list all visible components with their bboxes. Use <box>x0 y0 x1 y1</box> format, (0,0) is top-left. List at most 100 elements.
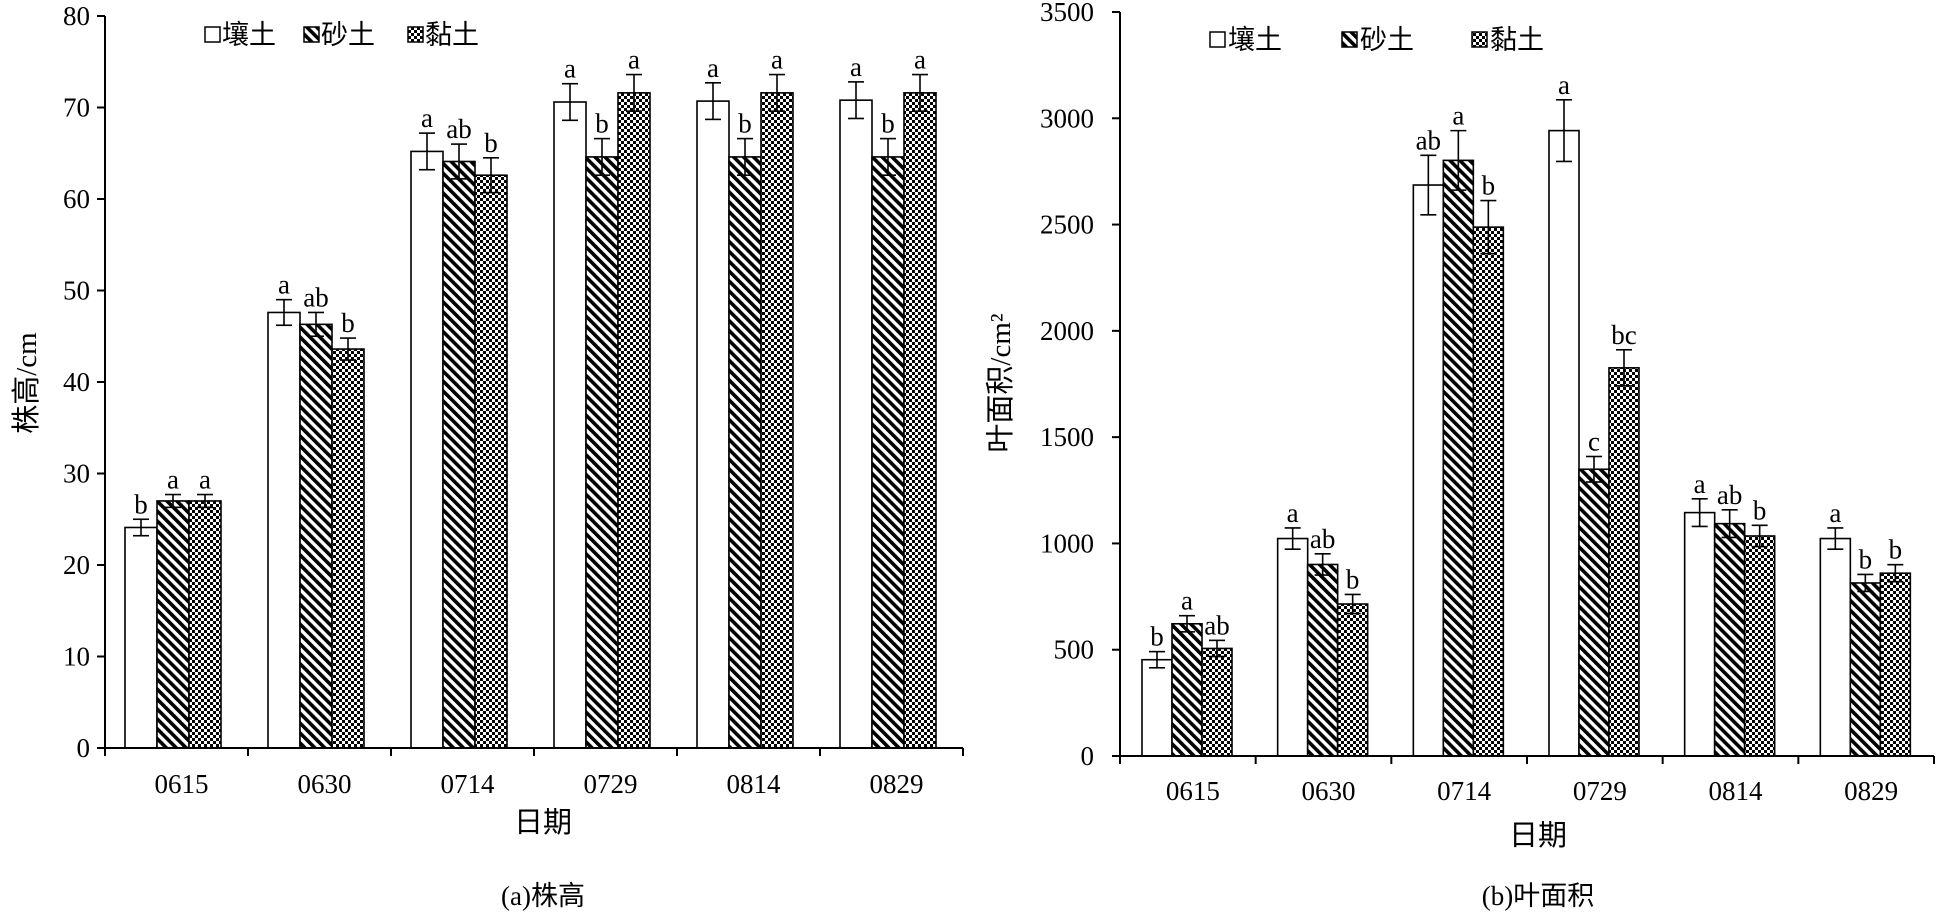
error-bar <box>705 81 721 121</box>
y-tick-label: 70 <box>63 93 90 123</box>
legend-label: 黏土 <box>425 20 479 50</box>
error-bar <box>1450 129 1467 191</box>
legend-item: 壤土 <box>1209 25 1282 55</box>
significance-letter: ab <box>1204 610 1229 640</box>
significance-letter: b <box>881 109 895 139</box>
legend-item: 黏土 <box>407 20 479 50</box>
y-tick-label: 500 <box>1054 635 1095 665</box>
significance-letter: a <box>278 270 290 300</box>
significance-letter: b <box>134 489 148 519</box>
bar <box>903 92 937 749</box>
leaf-area-plot-area: baabaaaaabacabbabbbbcbb05001000150020002… <box>1040 0 1935 806</box>
x-tick-label: 0615 <box>1166 776 1220 806</box>
error-bar <box>912 73 928 112</box>
bar <box>410 150 444 749</box>
bar <box>1171 622 1203 757</box>
significance-letter: a <box>1694 469 1706 499</box>
significance-letter: b <box>1150 622 1164 652</box>
bar <box>760 92 794 749</box>
legend-swatch-diagonal <box>1341 31 1358 48</box>
bar <box>1608 367 1640 757</box>
legend-label: 砂土 <box>1360 25 1414 55</box>
y-tick-label: 0 <box>1081 741 1095 771</box>
significance-letter: b <box>1889 535 1903 565</box>
legend-item: 砂土 <box>1341 25 1414 55</box>
legend-swatch-open <box>204 26 221 43</box>
significance-letter: c <box>1588 426 1600 456</box>
significance-letter: ab <box>446 114 471 144</box>
error-bar <box>1721 509 1738 539</box>
y-tick-label: 0 <box>77 733 91 763</box>
significance-letter: a <box>564 54 576 84</box>
error-bar <box>340 337 356 361</box>
error-bar <box>483 157 499 194</box>
x-tick-label: 0829 <box>1844 776 1898 806</box>
error-bar <box>165 493 181 509</box>
bar <box>1879 572 1912 757</box>
significance-letter: b <box>1482 171 1496 201</box>
x-tick-label: 0814 <box>727 769 782 799</box>
legend-item: 砂土 <box>303 20 375 50</box>
legend: 壤土 砂土 黏土 <box>204 20 479 50</box>
y-tick-label: 2000 <box>1040 316 1094 346</box>
significance-letter: b <box>1753 495 1767 525</box>
leaf-area-chart: baabaaaaabacabbabbbbcbb05001000150020002… <box>985 0 1935 911</box>
x-tick-label: 0714 <box>1437 776 1492 806</box>
error-bar <box>880 137 896 177</box>
y-tick-label: 80 <box>63 1 90 31</box>
y-tick-label: 3000 <box>1040 103 1094 133</box>
x-tick-label: 0814 <box>1709 776 1764 806</box>
significance-letter: b <box>738 109 752 139</box>
bar <box>1713 522 1746 757</box>
x-tick-label: 0615 <box>155 769 209 799</box>
bar <box>1472 226 1505 757</box>
legend-swatch-checker <box>407 26 424 43</box>
error-bar <box>848 81 864 120</box>
y-tick-label: 2500 <box>1040 210 1094 240</box>
bar <box>124 526 158 749</box>
bar <box>1849 582 1882 757</box>
bar <box>442 160 476 749</box>
x-tick-label: 0729 <box>1573 776 1627 806</box>
significance-letter: a <box>1452 101 1464 131</box>
bar <box>188 500 222 749</box>
error-bar <box>737 137 753 177</box>
bar <box>871 156 905 749</box>
significance-letter: a <box>1829 498 1841 528</box>
bar <box>585 156 619 749</box>
error-bar <box>451 143 467 180</box>
bar <box>696 100 730 749</box>
significance-letter: a <box>628 45 640 75</box>
error-bar <box>769 73 785 112</box>
bar <box>617 92 651 749</box>
significance-letter: ab <box>1717 480 1742 510</box>
bar <box>1442 159 1475 757</box>
y-tick-label: 60 <box>63 184 90 214</box>
bar <box>1306 563 1339 757</box>
figure-caption: (a)株高 <box>501 881 585 911</box>
error-bar <box>419 132 435 171</box>
error-bar <box>1887 563 1904 583</box>
y-tick-label: 1500 <box>1040 422 1094 452</box>
x-axis-label: 日期 <box>1509 820 1567 852</box>
significance-letter: ab <box>1310 524 1335 554</box>
y-tick-label: 3500 <box>1040 0 1094 27</box>
bar <box>267 311 301 749</box>
legend-label: 壤土 <box>222 20 276 50</box>
error-bar <box>626 73 642 112</box>
bar <box>156 500 190 749</box>
y-axis-label: 叶面积/cm² <box>985 313 1017 452</box>
significance-letter: ab <box>303 282 328 312</box>
error-bar <box>1586 455 1602 483</box>
significance-letter: a <box>1181 586 1193 616</box>
significance-letter: a <box>1558 70 1570 100</box>
bar <box>1578 468 1610 757</box>
significance-letter: b <box>341 308 355 338</box>
y-tick-label: 50 <box>63 276 90 306</box>
error-bar <box>1209 639 1225 658</box>
error-bar <box>1691 497 1708 528</box>
error-bar <box>1149 650 1165 669</box>
bar <box>553 101 587 749</box>
legend-label: 黏土 <box>1490 25 1544 55</box>
